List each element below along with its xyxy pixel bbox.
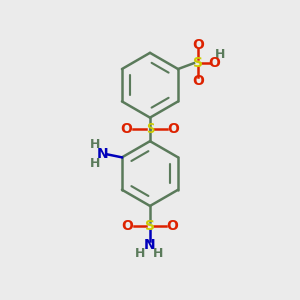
Text: H: H [153,247,164,260]
Text: H: H [214,48,225,62]
Text: O: O [208,56,220,70]
Text: H: H [134,247,145,260]
Text: O: O [168,122,179,136]
Text: O: O [192,74,204,88]
Text: S: S [193,56,203,70]
Text: O: O [121,122,132,136]
Text: S: S [146,122,154,136]
Text: O: O [122,219,133,233]
Text: H: H [89,157,100,170]
Text: S: S [145,219,155,233]
Text: N: N [97,147,109,161]
Text: O: O [192,38,204,52]
Text: H: H [89,139,100,152]
Text: N: N [144,238,156,252]
Text: O: O [167,219,178,233]
